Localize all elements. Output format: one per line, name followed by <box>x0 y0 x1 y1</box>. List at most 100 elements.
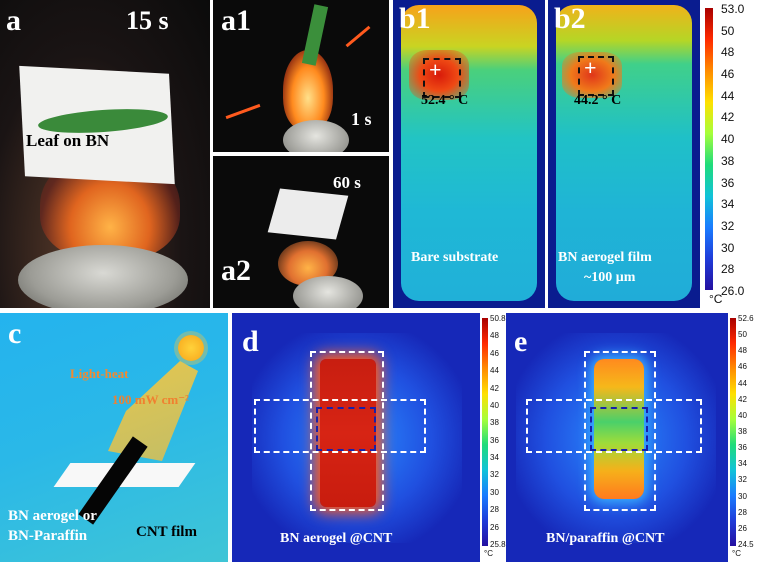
spark-graphic <box>345 25 371 48</box>
spark-graphic <box>225 103 261 120</box>
dashed-box-vertical <box>584 351 656 511</box>
max-temp-label: 44.2 ° C <box>574 93 622 108</box>
colorbar-tick: 44 <box>490 366 499 376</box>
colorbar-tick: 50.8 <box>490 314 506 323</box>
intensity-label: 100 mW cm⁻² <box>112 392 189 407</box>
colorbar-tick: 50 <box>721 23 735 38</box>
panel-label: b1 <box>399 2 431 35</box>
cnt-label: CNT film <box>136 524 197 540</box>
caption-line1: BN aerogel film <box>558 250 652 265</box>
colorbar-gradient <box>482 318 488 546</box>
colorbar-tick: 44 <box>721 88 735 103</box>
colorbar-tick: 38 <box>490 418 499 428</box>
dashed-box-horizontal <box>254 399 426 453</box>
crosshair-icon: + <box>584 55 597 80</box>
colorbar-tick: 44 <box>738 378 747 388</box>
overlap-box <box>316 407 376 451</box>
photo-panel-a1: a1 1 s <box>213 0 389 152</box>
colorbar-tick: 40 <box>738 410 747 420</box>
colorbar-tick: 26 <box>490 522 499 532</box>
leaf-graphic <box>301 4 329 66</box>
colorbar-tick: 28 <box>721 262 735 277</box>
hotspot-box <box>578 56 614 96</box>
colorbar-tick: 30 <box>738 491 747 501</box>
colorbar-tick: 48 <box>738 346 747 356</box>
caption: Bare substrate <box>411 250 499 265</box>
hot-strip-graphic <box>320 359 376 507</box>
dashed-box-vertical <box>310 351 384 511</box>
colorbar-tick: 36 <box>721 175 735 190</box>
colorbar-tick: 24.5 <box>738 540 754 549</box>
colorbar-tick: 40 <box>490 400 499 410</box>
colorbar-tick: 42 <box>490 383 499 393</box>
colorbar-tick: 36 <box>738 443 747 453</box>
colorbar-d: 50.8 48 46 44 42 40 38 36 34 32 30 28 26 25.8 °C <box>480 313 506 562</box>
colorbar-tick: 48 <box>721 45 735 60</box>
photo-panel-a: a 15 s Leaf on BN <box>0 0 210 308</box>
caption: BN/paraffin @CNT <box>546 531 665 546</box>
material-label-line2: BN-Paraffin <box>8 528 88 544</box>
sun-icon <box>178 335 204 361</box>
colorbar-tick: 46 <box>738 362 747 372</box>
colorbar-tick: 32 <box>721 218 735 233</box>
colorbar-tick: 46 <box>490 348 499 358</box>
hotspot-box <box>423 58 461 98</box>
caption-line2: ~100 μm <box>584 270 636 285</box>
colorbar-tick: 53.0 <box>721 2 745 16</box>
panel-label: e <box>514 325 528 358</box>
burner-graphic <box>293 276 363 308</box>
time-label: 60 s <box>333 173 361 192</box>
material-label-line1: BN aerogel or <box>8 508 97 524</box>
time-label: 1 s <box>351 109 372 129</box>
colorbar-e: 52.6 50 48 46 44 42 40 38 36 34 32 30 28 26 24.5 °C <box>728 313 765 562</box>
hot-strip-graphic <box>594 359 644 499</box>
colorbar-tick: 34 <box>738 459 747 469</box>
colorbar-gradient <box>730 318 736 546</box>
colorbar-tick: 25.8 <box>490 540 506 549</box>
colorbar-tick: 26.0 <box>721 284 745 298</box>
colorbar-gradient <box>705 8 713 290</box>
light-heat-label: Light-heat <box>70 366 129 381</box>
colorbar-tick: 30 <box>721 240 735 255</box>
panel-label: a <box>6 4 21 37</box>
colorbar-unit: °C <box>732 549 741 558</box>
colorbar-tick: 52.6 <box>738 314 754 323</box>
max-temp-label: 52.4 ° C <box>421 93 469 108</box>
thermal-panel-b2: + 44.2 ° C b2 BN aerogel film ~100 μm <box>548 0 700 308</box>
overlap-box <box>590 407 648 451</box>
colorbar-tick: 28 <box>490 505 499 515</box>
schematic-panel-c: c Light-heat 100 mW cm⁻² BN aerogel or B… <box>0 313 228 562</box>
dashed-box-horizontal <box>526 399 702 453</box>
panel-label: a2 <box>221 254 251 287</box>
colorbar-b: 53.0 50 48 46 44 42 40 38 36 34 32 30 28 26.0 °C <box>703 0 765 308</box>
thermal-panel-d: d BN aerogel @CNT <box>232 313 480 562</box>
crosshair-icon: + <box>429 57 442 82</box>
bn-sheet-graphic <box>267 188 349 240</box>
colorbar-tick: 34 <box>490 453 499 463</box>
colorbar-tick: 42 <box>721 110 735 125</box>
colorbar-tick: 34 <box>721 197 735 212</box>
time-label: 15 s <box>126 6 169 35</box>
colorbar-tick: 48 <box>490 331 499 341</box>
colorbar-tick: 38 <box>738 427 747 436</box>
photo-panel-a2: a2 60 s <box>213 156 389 308</box>
colorbar-tick: 40 <box>721 132 735 147</box>
colorbar-unit: °C <box>709 292 723 306</box>
leaf-caption: Leaf on BN <box>26 131 110 150</box>
colorbar-tick: 46 <box>721 67 735 82</box>
colorbar-tick: 42 <box>738 394 747 404</box>
panel-label: c <box>8 317 22 350</box>
thermal-panel-e: e BN/paraffin @CNT <box>506 313 728 562</box>
panel-label: a1 <box>221 4 251 37</box>
panel-label: d <box>242 325 259 358</box>
panel-label: b2 <box>554 2 586 35</box>
burner-graphic <box>18 245 188 308</box>
caption: BN aerogel @CNT <box>280 531 393 546</box>
colorbar-tick: 30 <box>490 487 499 497</box>
colorbar-tick: 32 <box>490 470 499 480</box>
colorbar-tick: 36 <box>490 435 499 445</box>
colorbar-unit: °C <box>484 549 493 558</box>
colorbar-tick: 32 <box>738 475 747 485</box>
colorbar-tick: 26 <box>738 523 747 533</box>
colorbar-tick: 50 <box>738 330 747 340</box>
